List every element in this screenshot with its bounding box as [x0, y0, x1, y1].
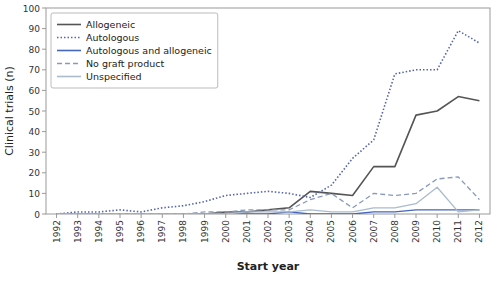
x-axis-label: Start year	[237, 260, 300, 273]
y-tick	[42, 193, 46, 194]
x-tick-label: 2000	[221, 220, 231, 243]
x-tick-label: 1997	[157, 220, 167, 243]
x-tick-label: 2005	[326, 220, 336, 243]
y-tick-label: 10	[29, 189, 41, 199]
x-tick-label: 1998	[178, 220, 188, 243]
y-tick	[42, 49, 46, 50]
x-tick	[246, 214, 247, 218]
y-tick	[42, 214, 46, 215]
x-tick-label: 2004	[305, 220, 315, 243]
legend-handle	[57, 76, 81, 78]
x-tick-label: 2011	[453, 220, 463, 243]
series-line	[57, 177, 480, 214]
x-tick-label: 2006	[348, 220, 358, 243]
legend-handle	[57, 37, 81, 39]
y-tick-label: 80	[29, 45, 41, 55]
x-tick-label: 1996	[136, 220, 146, 243]
y-tick	[42, 8, 46, 9]
y-tick-label: 40	[29, 127, 41, 137]
legend-label: No graft product	[86, 58, 164, 69]
series-line	[57, 31, 480, 214]
y-tick	[42, 111, 46, 112]
x-tick-label: 2008	[390, 220, 400, 243]
plot-frame	[46, 8, 490, 214]
chart: 0 10 20 30 40 50 60 70 80 90 100 1992 1993 1994 1995 19…	[0, 0, 500, 282]
x-tick	[352, 214, 353, 218]
x-tick-label: 1992	[52, 220, 62, 243]
y-tick-label: 50	[29, 107, 41, 117]
y-tick-label: 70	[29, 65, 41, 75]
x-tick	[268, 214, 269, 218]
x-tick	[120, 214, 121, 218]
x-tick	[162, 214, 163, 218]
x-tick	[394, 214, 395, 218]
y-tick	[42, 152, 46, 153]
x-tick	[183, 214, 184, 218]
x-tick	[310, 214, 311, 218]
x-tick-label: 2001	[242, 220, 252, 243]
y-tick-label: 30	[29, 148, 41, 158]
x-tick	[373, 214, 374, 218]
y-axis-label: Clinical trials (n)	[3, 66, 16, 156]
x-tick	[204, 214, 205, 218]
x-tick	[141, 214, 142, 218]
x-tick	[289, 214, 290, 218]
legend-label: Unspecified	[86, 71, 142, 82]
y-tick	[42, 172, 46, 173]
x-tick	[416, 214, 417, 218]
x-tick	[437, 214, 438, 218]
y-tick-label: 0	[34, 210, 40, 220]
legend-label: Autologous	[86, 32, 139, 43]
x-tick-label: 2012	[474, 220, 484, 243]
x-tick-label: 2002	[263, 220, 273, 243]
x-tick-label: 1994	[94, 220, 104, 243]
x-tick-label: 1999	[200, 220, 210, 243]
lines	[57, 31, 480, 214]
x-tick	[458, 214, 459, 218]
y-tick	[42, 28, 46, 29]
series-line	[57, 97, 480, 214]
x-tick-label: 2010	[432, 220, 442, 243]
y-tick-label: 20	[29, 168, 41, 178]
legend-label: Allogeneic	[86, 19, 135, 30]
x-tick	[331, 214, 332, 218]
x-tick	[56, 214, 57, 218]
legend-label: Autologous and allogeneic	[86, 45, 212, 56]
series-line	[57, 187, 480, 214]
legend-handle	[57, 63, 81, 65]
legend: Allogeneic Autologous Autologous and allog…	[51, 13, 218, 88]
x-tick	[479, 214, 480, 218]
x-tick-label: 2003	[284, 220, 294, 243]
x-tick	[225, 214, 226, 218]
legend-frame	[51, 13, 218, 88]
y-tick-label: 60	[29, 86, 41, 96]
legend-handle	[57, 24, 81, 26]
x-tick	[77, 214, 78, 218]
x-tick-label: 2009	[411, 220, 421, 243]
y-tick-label: 90	[29, 24, 41, 34]
y-tick	[42, 69, 46, 70]
legend-handle	[57, 50, 81, 52]
y-tick-label: 100	[23, 4, 40, 14]
x-tick-label: 1995	[115, 220, 125, 243]
x-tick-label: 1993	[73, 220, 83, 243]
y-tick	[42, 90, 46, 91]
x-tick	[98, 214, 99, 218]
y-tick	[42, 131, 46, 132]
x-tick-label: 2007	[369, 220, 379, 243]
